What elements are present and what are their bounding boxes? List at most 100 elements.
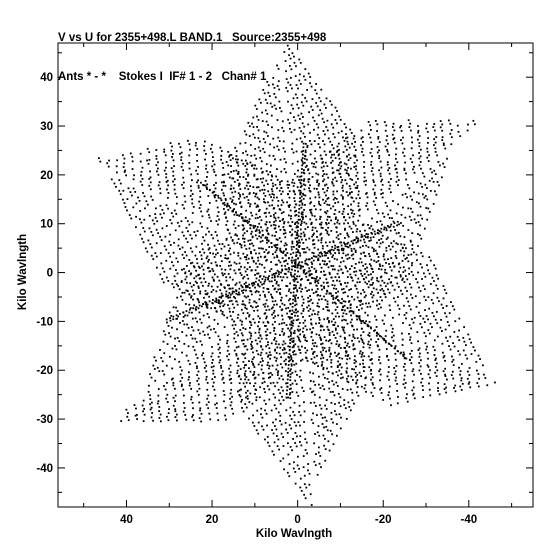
uv-point [285,254,287,257]
uv-point [275,196,278,199]
uv-point [175,283,178,286]
uv-point [198,207,201,209]
uv-point [210,143,213,146]
uv-point [165,181,168,183]
uv-point [378,263,381,266]
uv-point [391,217,393,220]
uv-point [262,290,265,293]
uv-point [271,429,273,431]
uv-point [203,149,206,152]
uv-point [314,166,317,169]
uv-point [422,389,424,391]
uv-point [245,285,247,287]
uv-point [333,410,336,412]
uv-point [276,275,279,278]
uv-point [429,283,432,285]
uv-point [161,370,164,372]
uv-point [321,245,324,247]
uv-point [309,209,311,211]
uv-point [433,354,436,356]
uv-point [375,326,378,328]
uv-point [196,262,199,265]
uv-point [159,235,162,238]
uv-point [269,215,272,218]
uv-point [271,364,274,367]
uv-point [142,420,145,423]
uv-point [183,195,186,198]
uv-point [272,185,274,188]
uv-point [266,435,269,438]
uv-point [166,401,169,403]
uv-point [317,126,320,129]
uv-point [256,409,259,412]
uv-point [285,358,287,361]
uv-point [275,282,278,285]
uv-point [194,234,197,237]
uv-point [256,272,259,275]
uv-point [299,435,302,438]
uv-point [340,377,342,380]
uv-point [385,261,387,264]
uv-point [252,414,254,417]
uv-point [347,235,350,238]
uv-point [316,181,318,184]
uv-point [306,263,309,266]
uv-point [399,126,401,129]
uv-point [351,324,354,327]
uv-point [316,354,318,357]
uv-point [301,153,304,156]
uv-point [315,271,317,274]
uv-point [292,337,295,340]
uv-point [352,242,354,245]
uv-point [250,305,252,307]
uv-point [157,394,160,397]
uv-point [290,324,293,326]
uv-point [316,473,319,476]
uv-point [311,109,314,111]
uv-point [357,209,360,212]
uv-point [364,311,367,314]
uv-point [299,340,302,343]
uv-point [237,172,240,175]
uv-point [429,322,432,325]
uv-point [307,169,309,171]
uv-point [301,168,303,170]
uv-point [238,281,241,284]
uv-point [257,363,260,366]
uv-point [264,194,267,197]
uv-point [301,248,304,250]
uv-point [276,247,279,249]
uv-point [260,413,262,416]
uv-point [420,167,422,170]
uv-point [189,273,192,276]
uv-point [264,305,266,308]
uv-point [486,384,489,387]
uv-point [337,131,340,134]
uv-point [194,337,197,340]
uv-point [353,239,356,241]
uv-point [186,220,189,223]
uv-point [283,321,286,324]
uv-point [251,421,254,424]
uv-point [254,217,257,220]
uv-point [224,257,227,259]
uv-point [257,119,260,121]
uv-point [132,178,135,181]
uv-point [395,242,398,245]
uv-point [270,307,273,310]
uv-point [220,295,223,298]
uv-point [220,365,222,367]
uv-point [317,143,320,145]
uv-point [296,233,299,236]
uv-point [381,319,384,322]
uv-point [261,234,264,237]
uv-point [214,231,217,233]
uv-point [307,72,310,75]
uv-point [292,438,295,440]
uv-point [379,160,382,163]
uv-point [348,185,351,187]
uv-point [280,240,283,243]
uv-point [325,223,328,226]
uv-point [383,258,386,261]
uv-point [172,315,175,318]
